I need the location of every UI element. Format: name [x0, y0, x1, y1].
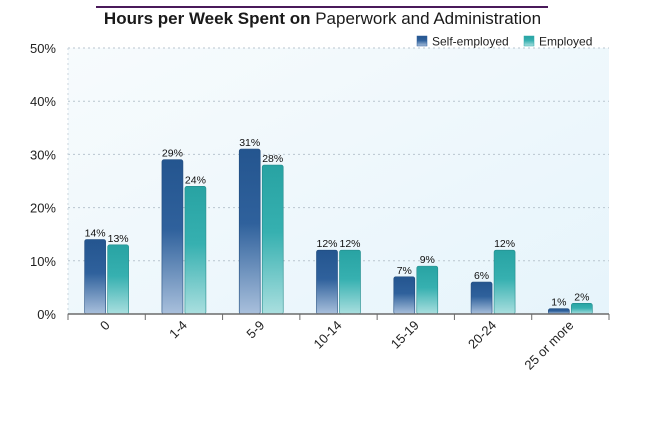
y-tick-label: 0% — [37, 307, 56, 322]
data-label: 12% — [339, 238, 360, 250]
x-tick-label: 1-4 — [166, 318, 190, 342]
bar-employed — [184, 186, 207, 315]
legend-label: Self-employed — [432, 35, 509, 49]
bar-employed — [107, 244, 129, 315]
y-tick-label: 10% — [30, 254, 56, 269]
data-label: 12% — [316, 238, 337, 250]
x-tick-label: 5-9 — [243, 318, 267, 342]
bar-self-employed — [161, 159, 184, 315]
x-tick-label: 10-14 — [311, 318, 345, 352]
data-label: 7% — [397, 265, 412, 277]
data-label: 1% — [551, 297, 566, 309]
title-rule — [96, 6, 548, 8]
plot-area — [68, 48, 609, 314]
x-tick-label: 15-19 — [388, 318, 422, 352]
x-tick-label: 0 — [97, 318, 113, 334]
bar-employed — [493, 249, 516, 315]
data-label: 29% — [162, 148, 183, 160]
legend-label: Employed — [539, 35, 592, 49]
data-label: 2% — [574, 291, 589, 303]
bar-self-employed — [470, 281, 493, 315]
legend-swatch — [523, 35, 535, 47]
bar-self-employed — [393, 276, 416, 315]
bar-employed — [261, 164, 284, 315]
data-label: 31% — [239, 137, 260, 149]
x-tick-label: 25 or more — [521, 318, 576, 373]
data-label: 6% — [474, 270, 489, 282]
chart-title: Hours per Week Spent on Paperwork and Ad… — [0, 9, 645, 29]
bar-employed — [339, 249, 361, 315]
legend-swatch — [416, 35, 428, 47]
bar-self-employed — [548, 308, 570, 315]
chart-title-block: Hours per Week Spent on Paperwork and Ad… — [0, 0, 645, 34]
data-label: 9% — [420, 254, 435, 266]
data-label: 28% — [262, 153, 283, 165]
y-tick-label: 40% — [30, 94, 56, 109]
data-label: 13% — [108, 233, 129, 245]
y-tick-label: 20% — [30, 201, 56, 216]
bar-employed — [416, 265, 439, 315]
chart-title-bold: Hours per Week Spent on — [103, 9, 311, 28]
bar-self-employed — [316, 249, 338, 315]
data-label: 24% — [185, 174, 206, 186]
bar-self-employed — [84, 239, 106, 315]
bar-self-employed — [238, 148, 261, 315]
x-tick-label: 20-24 — [465, 318, 499, 352]
y-tick-label: 50% — [30, 41, 56, 56]
chart-title-rest: Paperwork and Administration — [315, 9, 542, 28]
data-label: 14% — [85, 228, 106, 240]
y-tick-label: 30% — [30, 147, 56, 162]
bar-employed — [571, 303, 593, 315]
data-label: 12% — [494, 238, 515, 250]
